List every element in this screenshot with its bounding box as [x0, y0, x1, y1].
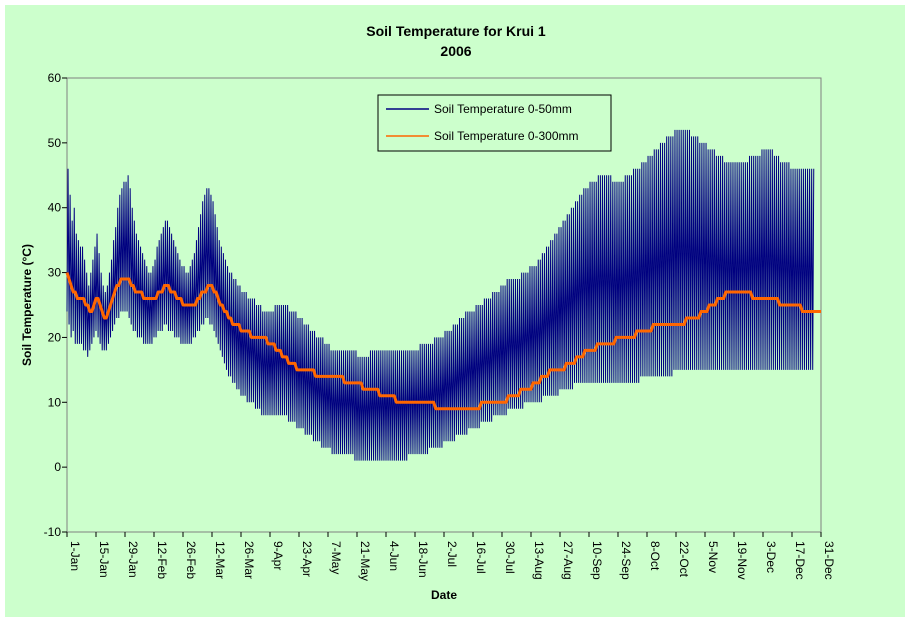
series-line-0-300mm	[65, 272, 821, 411]
x-tick-label: 5-Nov	[706, 541, 720, 573]
y-tick-label: 40	[48, 201, 62, 215]
y-tick-label: 0	[54, 460, 61, 474]
x-tick-label: 31-Dec	[822, 541, 836, 580]
x-tick-label: 12-Feb	[155, 541, 169, 579]
x-axis-ticks: 1-Jan 15-Jan 29-Jan 12-Feb 26-Feb 12-Mar 26-Ma…	[66, 532, 836, 581]
x-tick-label: 4-Jun	[387, 541, 401, 571]
chart-frame: Soil Temperature for Krui 1 2006 -10 0 10 2…	[4, 4, 906, 618]
x-tick-label: 22-Oct	[677, 541, 691, 578]
x-tick-label: 8-Oct	[648, 541, 662, 571]
legend: Soil Temperature 0-50mm Soil Temperature…	[377, 94, 612, 152]
y-tick-label: 60	[48, 71, 62, 85]
x-tick-label: 29-Jan	[126, 541, 140, 578]
legend-box	[377, 94, 612, 152]
x-tick-label: 3-Dec	[764, 541, 778, 573]
x-tick-label: 15-Jan	[97, 541, 111, 578]
x-tick-label: 26-Feb	[184, 541, 198, 579]
series-line-0-50mm	[66, 129, 815, 461]
series-layer	[65, 129, 821, 461]
x-tick-label: 24-Sep	[619, 541, 633, 580]
x-tick-label: 26-Mar	[242, 541, 256, 579]
y-axis-ticks: -10 0 10 20 30 40 50 60	[44, 71, 67, 539]
y-tick-label: 10	[48, 395, 62, 409]
y-axis-label: Soil Temperature (°C)	[20, 244, 34, 366]
x-tick-label: 13-Aug	[532, 541, 546, 580]
x-tick-label: 9-Apr	[271, 541, 285, 570]
x-tick-label: 23-Apr	[300, 541, 314, 577]
y-tick-label: 20	[48, 330, 62, 344]
x-tick-label: 1-Jan	[68, 541, 82, 571]
x-tick-label: 30-Jul	[503, 541, 517, 574]
chart-title: Soil Temperature for Krui 1	[366, 23, 546, 39]
y-tick-label: -10	[44, 525, 62, 539]
legend-label-series-2: Soil Temperature 0-300mm	[434, 129, 579, 143]
x-tick-label: 16-Jul	[474, 541, 488, 574]
x-tick-label: 12-Mar	[213, 541, 227, 579]
x-tick-label: 19-Nov	[735, 541, 749, 580]
chart-svg: Soil Temperature for Krui 1 2006 -10 0 10 2…	[20, 23, 836, 602]
y-tick-label: 50	[48, 136, 62, 150]
legend-label-series-1: Soil Temperature 0-50mm	[434, 102, 572, 116]
x-tick-label: 18-Jun	[416, 541, 430, 578]
x-tick-label: 10-Sep	[590, 541, 604, 580]
x-tick-label: 2-Jul	[445, 541, 459, 567]
x-tick-label: 27-Aug	[561, 541, 575, 580]
chart-subtitle: 2006	[440, 43, 471, 59]
y-tick-label: 30	[48, 266, 62, 280]
x-tick-label: 17-Dec	[793, 541, 807, 580]
x-tick-label: 7-May	[329, 541, 343, 574]
x-tick-label: 21-May	[358, 541, 372, 581]
x-axis-label: Date	[431, 588, 457, 602]
